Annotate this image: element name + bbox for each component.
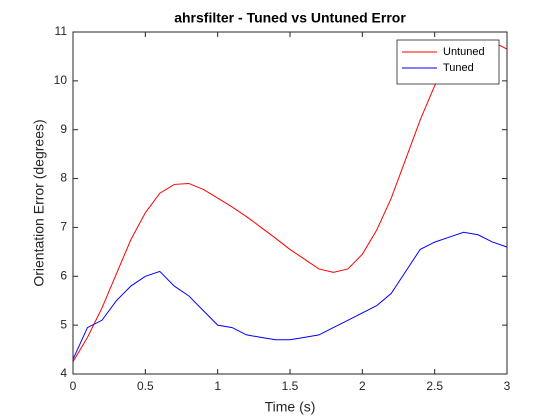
data-line — [72, 231, 508, 360]
y-tick-label: 10 — [54, 73, 68, 87]
plot-area — [73, 32, 507, 374]
y-tick-label: 11 — [55, 24, 68, 38]
x-tick-label: 1.5 — [282, 379, 299, 393]
x-axis-label: Time (s) — [265, 399, 316, 415]
axes-box — [72, 31, 508, 375]
y-axis-label: Orientation Error (degrees) — [31, 119, 47, 286]
y-tick-label: 6 — [60, 268, 67, 282]
y-tick-label: 5 — [60, 317, 67, 331]
y-tick-label: 8 — [60, 171, 67, 185]
x-tick-label: 3 — [504, 379, 511, 393]
x-tick-label: 0 — [70, 379, 77, 393]
x-tick-label: 2.5 — [426, 379, 443, 393]
legend — [396, 39, 500, 85]
x-tick-label: 2 — [359, 379, 366, 393]
y-tick-label: 7 — [60, 220, 67, 234]
x-tick-label: 0.5 — [137, 379, 154, 393]
chart-title: ahrsfilter - Tuned vs Untuned Error — [174, 10, 406, 26]
y-tick-label: 4 — [60, 366, 67, 380]
y-tick-label: 9 — [60, 122, 67, 136]
legend-label: Untuned — [443, 46, 485, 58]
x-tick-label: 1 — [214, 379, 221, 393]
data-line — [72, 40, 508, 363]
legend-label: Tuned — [443, 62, 474, 74]
